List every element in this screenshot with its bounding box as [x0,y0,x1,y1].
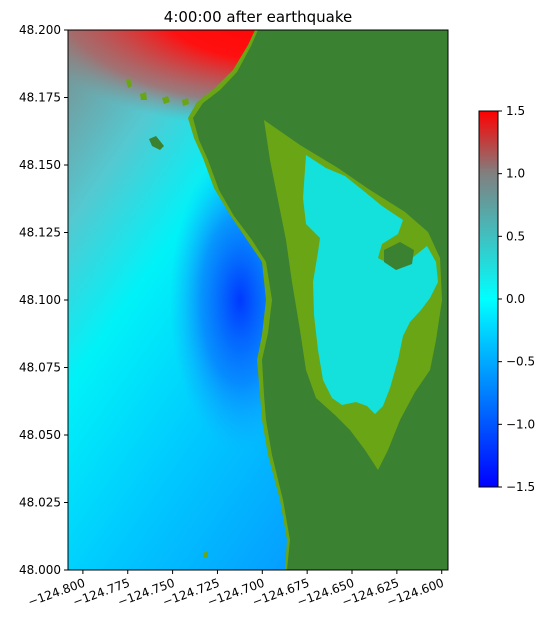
x-axis: −124.800−124.775−124.750−124.725−124.700… [26,570,446,609]
y-axis: 48.000 48.025 48.050 48.075 48.100 48.125 48.1… [19,23,68,577]
colorbar: −1.5 −1.0 −0.5 0.0 0.5 1.0 1.5 [478,104,535,494]
plot-area [68,30,448,570]
colorbar-fill [479,111,498,487]
offshore-islet [149,136,164,150]
y-tick-label: 48.125 [19,226,61,240]
colorbar-tick-label: −1.0 [506,417,535,431]
y-tick-label: 48.075 [19,361,61,375]
colorbar-tick-label: 0.0 [506,292,525,306]
y-tick-label: 48.025 [19,496,61,510]
colorbar-tick-label: −0.5 [506,355,535,369]
y-tick-label: 48.100 [19,293,61,307]
y-tick-label: 48.150 [19,158,61,172]
colorbar-tick-label: 0.5 [506,229,525,243]
colorbar-tick-label: 1.5 [506,104,525,118]
colorbar-ticks: −1.5 −1.0 −0.5 0.0 0.5 1.0 1.5 [498,104,535,494]
chart-title: 4:00:00 after earthquake [164,8,352,26]
inlet-water [303,155,438,414]
colorbar-tick-label: −1.5 [506,480,535,494]
colorbar-tick-label: 1.0 [506,167,525,181]
y-tick-label: 48.000 [19,563,61,577]
inlet-island [384,242,414,270]
y-tick-label: 48.200 [19,23,61,37]
y-tick-label: 48.050 [19,428,61,442]
y-tick-label: 48.175 [19,91,61,105]
